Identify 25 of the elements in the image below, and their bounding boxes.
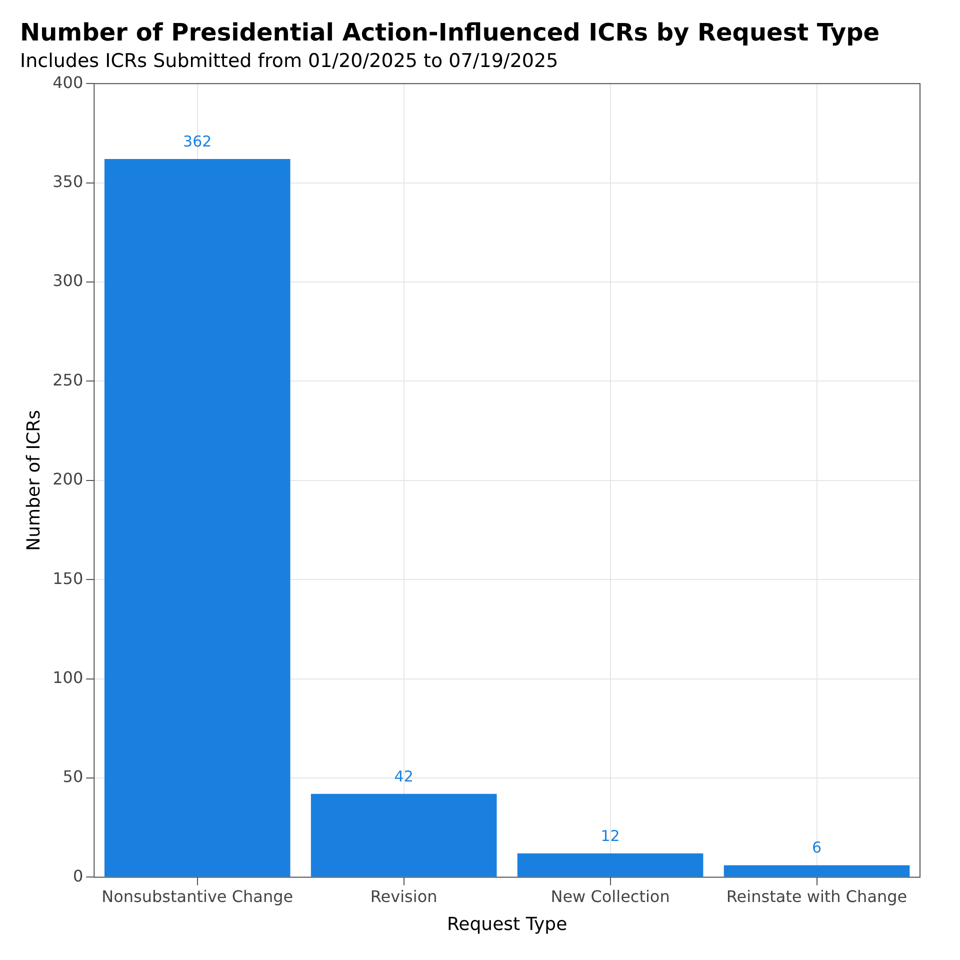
x-tick-label: Revision: [370, 886, 438, 906]
y-axis-title: Number of ICRs: [23, 410, 44, 551]
bar: [517, 853, 704, 877]
x-tick-label: Reinstate with Change: [726, 886, 908, 906]
y-tick-label: 200: [52, 470, 84, 489]
y-tick-label: 100: [52, 668, 84, 687]
chart-title: Number of Presidential Action-Influenced ICRs by Request Type: [20, 18, 880, 47]
x-tick-label: New Collection: [550, 886, 670, 906]
x-tick-label: Nonsubstantive Change: [102, 886, 294, 906]
y-tick-label: 300: [52, 271, 84, 290]
x-axis-title: Request Type: [446, 914, 568, 935]
data-label: 362: [183, 132, 212, 150]
data-label: 42: [394, 767, 414, 786]
y-tick-label: 0: [72, 866, 84, 886]
data-label: 6: [812, 838, 822, 857]
y-tick-label: 150: [52, 568, 84, 588]
y-tick-label: 400: [52, 72, 84, 92]
data-label: 12: [600, 826, 620, 845]
y-tick-label: 250: [52, 370, 84, 390]
bar: [724, 865, 910, 877]
y-tick-label: 350: [52, 172, 84, 191]
bar: [104, 158, 290, 877]
chart-subtitle: Includes ICRs Submitted from 01/20/2025 to 07/19/2025: [20, 50, 558, 72]
y-tick-label: 50: [62, 767, 84, 786]
bar: [310, 794, 497, 877]
